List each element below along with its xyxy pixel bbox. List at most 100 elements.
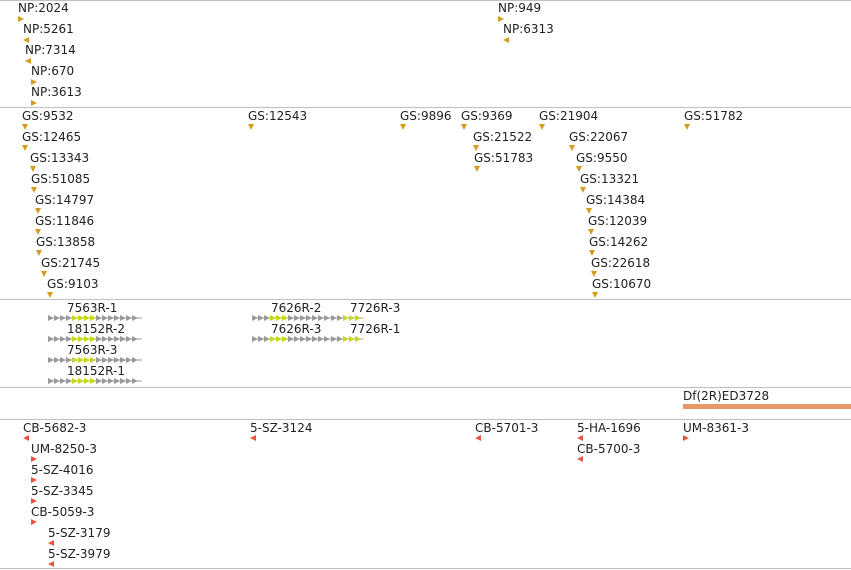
feature-label: GS:12543	[248, 109, 308, 123]
exon-arrow-icon	[90, 336, 96, 342]
exon-arrow-icon	[78, 336, 84, 342]
marker-left-triangle-icon	[23, 435, 29, 441]
track-divider	[0, 299, 851, 300]
intron-arrow-icon	[300, 315, 306, 321]
intron-arrow-icon	[331, 336, 337, 342]
feature-label: UM-8361-3	[683, 421, 749, 435]
intron-arrow-icon	[126, 357, 132, 363]
transcript-glyph	[48, 357, 142, 363]
feature-label: NP:5261	[23, 22, 74, 36]
feature-label: NP:6313	[503, 22, 554, 36]
feature-label: 5-SZ-3345	[31, 484, 94, 498]
intron-arrow-icon	[48, 315, 54, 321]
transcript-label: 7726R-3	[350, 301, 401, 315]
intron-arrow-icon	[318, 336, 324, 342]
feature-label: 5-SZ-3124	[250, 421, 313, 435]
marker-down-triangle-icon	[586, 208, 592, 214]
transcript-label: 7726R-1	[350, 322, 401, 336]
intron-arrow-icon	[120, 378, 126, 384]
feature-label: GS:21745	[41, 256, 101, 270]
exon-arrow-icon	[72, 357, 78, 363]
intron-arrow-icon	[108, 357, 114, 363]
feature-label: GS:11846	[35, 214, 95, 228]
marker-down-triangle-icon	[592, 292, 598, 298]
intron-arrow-icon	[252, 336, 258, 342]
feature-label: GS:13321	[580, 172, 640, 186]
marker-down-triangle-icon	[41, 271, 47, 277]
exon-arrow-icon	[72, 336, 78, 342]
feature-label: GS:51783	[474, 151, 534, 165]
transcript-glyph	[48, 378, 142, 384]
feature-label: GS:9896	[400, 109, 452, 123]
exon-arrow-icon	[349, 315, 355, 321]
marker-down-triangle-icon	[400, 124, 406, 130]
exon-arrow-icon	[72, 378, 78, 384]
intron-arrow-icon	[48, 378, 54, 384]
intron-arrow-icon	[66, 357, 72, 363]
deletion-feature[interactable]: Df(2R)ED3728	[683, 389, 851, 410]
intron-arrow-icon	[337, 315, 343, 321]
feature-label: GS:12039	[588, 214, 648, 228]
track-divider	[0, 107, 851, 108]
intron-arrow-icon	[132, 378, 138, 384]
exon-arrow-icon	[84, 315, 90, 321]
marker-right-triangle-icon	[18, 16, 24, 22]
intron-arrow-icon	[324, 315, 330, 321]
intron-arrow-icon	[60, 336, 66, 342]
marker-down-triangle-icon	[47, 292, 53, 298]
marker-right-triangle-icon	[31, 498, 37, 504]
intron-arrow-icon	[324, 336, 330, 342]
intron-arrow-icon	[331, 315, 337, 321]
marker-down-triangle-icon	[684, 124, 690, 130]
marker-right-triangle-icon	[498, 16, 504, 22]
intron-arrow-icon	[54, 378, 60, 384]
marker-left-triangle-icon	[25, 58, 31, 64]
feature-label: GS:9369	[461, 109, 513, 123]
transcript-glyph	[331, 315, 363, 321]
exon-arrow-icon	[276, 336, 282, 342]
intron-arrow-icon	[66, 315, 72, 321]
intron-arrow-icon	[312, 315, 318, 321]
feature-label: GS:9532	[22, 109, 74, 123]
intron-arrow-icon	[114, 315, 120, 321]
feature-label: GS:21522	[473, 130, 533, 144]
deletion-label: Df(2R)ED3728	[683, 389, 770, 403]
track-divider	[0, 387, 851, 388]
intron-arrow-icon	[318, 315, 324, 321]
intron-arrow-icon	[126, 336, 132, 342]
exon-arrow-icon	[355, 336, 361, 342]
intron-arrow-icon	[60, 357, 66, 363]
intron-arrow-icon	[66, 378, 72, 384]
exon-arrow-icon	[78, 378, 84, 384]
marker-down-triangle-icon	[539, 124, 545, 130]
feature-label: GS:14384	[586, 193, 646, 207]
exon-arrow-icon	[78, 357, 84, 363]
intron-arrow-icon	[114, 378, 120, 384]
intron-arrow-icon	[132, 315, 138, 321]
exon-arrow-icon	[90, 378, 96, 384]
feature-label: 5-SZ-4016	[31, 463, 94, 477]
marker-down-triangle-icon	[591, 271, 597, 277]
marker-down-triangle-icon	[30, 166, 36, 172]
marker-right-triangle-icon	[31, 100, 37, 106]
intron-arrow-icon	[96, 315, 102, 321]
exon-arrow-icon	[343, 315, 349, 321]
exon-arrow-icon	[349, 336, 355, 342]
marker-down-triangle-icon	[461, 124, 467, 130]
intron-arrow-icon	[300, 336, 306, 342]
intron-arrow-icon	[48, 357, 54, 363]
track-divider	[0, 419, 851, 420]
exon-arrow-icon	[282, 315, 288, 321]
marker-down-triangle-icon	[569, 145, 575, 151]
feature-label: GS:22067	[569, 130, 629, 144]
intron-arrow-icon	[54, 315, 60, 321]
transcript-label: 7626R-2	[271, 301, 322, 315]
intron-arrow-icon	[294, 315, 300, 321]
feature-label: 5-HA-1696	[577, 421, 641, 435]
feature-label: GS:9550	[576, 151, 628, 165]
intron-arrow-icon	[54, 357, 60, 363]
marker-left-triangle-icon	[475, 435, 481, 441]
feature-label: UM-8250-3	[31, 442, 97, 456]
transcript-glyph	[252, 315, 334, 321]
exon-arrow-icon	[84, 378, 90, 384]
